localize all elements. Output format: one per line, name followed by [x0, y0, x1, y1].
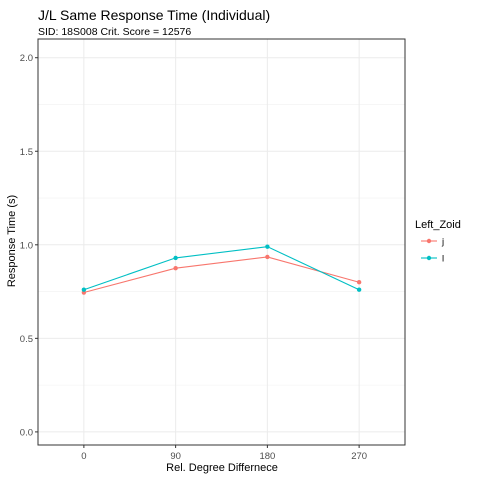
x-axis-title: Rel. Degree Differnece — [166, 462, 278, 474]
y-axis-ticks: 0.0 0.5 1.0 1.5 2.0 — [20, 53, 38, 438]
y-tick-label: 0.5 — [20, 334, 33, 345]
y-tick-label: 1.5 — [20, 147, 33, 158]
chart-title: J/L Same Response Time (Individual) — [38, 7, 270, 23]
x-axis-ticks: 0 90 180 270 — [81, 445, 367, 462]
chart-subtitle: SID: 18S008 Crit. Score = 12576 — [38, 26, 191, 38]
legend-title: Left_Zoid — [415, 219, 461, 231]
x-tick-label: 270 — [351, 451, 367, 462]
series-line-j — [83, 256, 360, 294]
y-tick-label: 2.0 — [20, 53, 33, 64]
y-tick-label: 1.0 — [20, 240, 33, 251]
data-point-j — [265, 254, 270, 260]
data-point-l — [265, 244, 270, 249]
x-tick-label: 90 — [170, 451, 181, 462]
plot-panel — [37, 38, 406, 446]
legend: Left_Zoid jl — [415, 219, 461, 265]
legend-item-l: l — [421, 254, 444, 265]
data-point-l — [173, 255, 178, 261]
plot-border — [37, 38, 406, 446]
data-point-j — [173, 265, 178, 271]
legend-label: j — [441, 237, 444, 248]
legend-key-point — [426, 255, 432, 261]
series-l — [81, 244, 362, 292]
legend-key-point — [426, 238, 432, 244]
legend-item-j: j — [421, 237, 444, 248]
series-line-l — [83, 246, 360, 291]
plot-background — [38, 39, 405, 445]
legend-label: l — [442, 254, 444, 265]
x-tick-label: 0 — [81, 451, 86, 462]
x-tick-label: 180 — [259, 451, 275, 462]
data-point-j — [356, 280, 362, 285]
y-axis-title: Response Time (s) — [6, 195, 18, 287]
y-tick-label: 0.0 — [20, 427, 33, 438]
data-point-l — [81, 287, 87, 292]
data-point-l — [356, 287, 362, 292]
